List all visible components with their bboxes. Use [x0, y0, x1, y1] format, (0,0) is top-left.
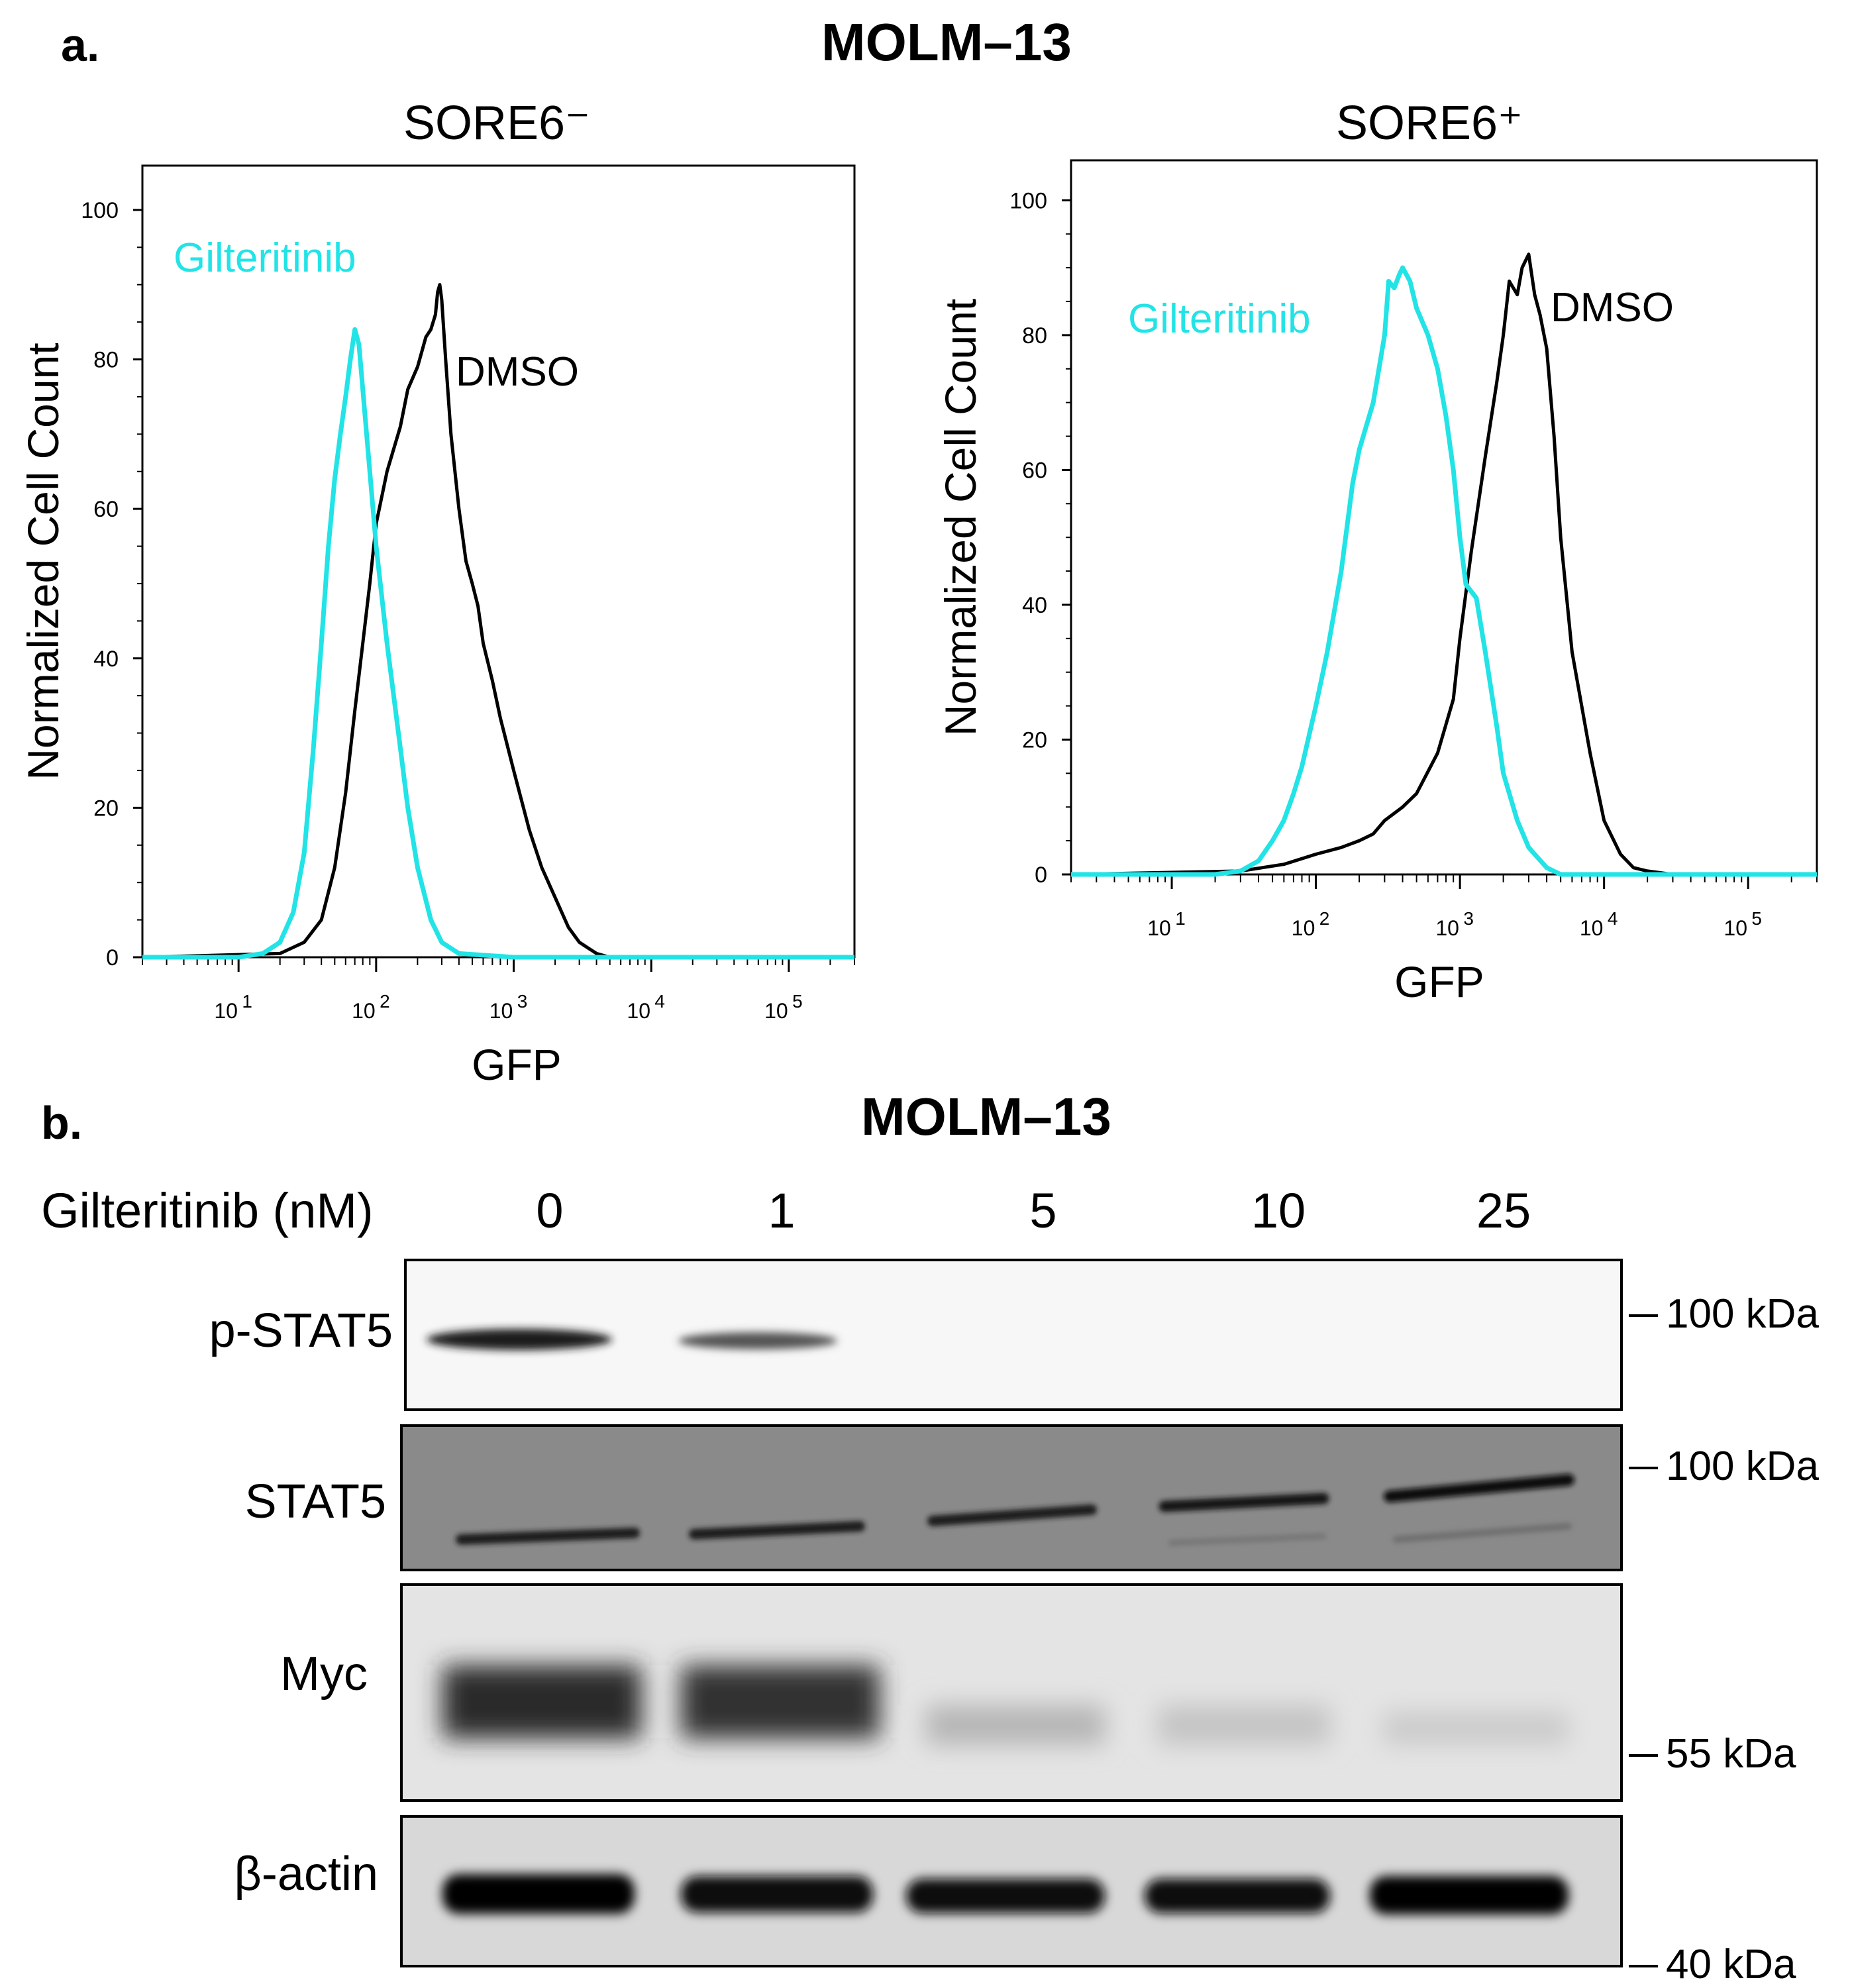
blot-myc-bands: [442, 1665, 1568, 1745]
band-actin-lane-3: [1145, 1879, 1330, 1913]
dose-label-2: 5: [1029, 1183, 1057, 1238]
band-stat5-lane-1: [689, 1521, 865, 1540]
x-tick-label: 10 4: [1580, 908, 1618, 940]
x-axis-label: GFP: [1394, 957, 1484, 1006]
series-label-dmso: DMSO: [456, 349, 579, 395]
x-tick-label: 10 4: [627, 991, 665, 1023]
y-tick-label: 40: [93, 647, 119, 672]
band-actin-lane-0: [442, 1874, 635, 1914]
y-tick-label: 0: [1035, 863, 1047, 888]
x-tick-label: 10 3: [489, 991, 528, 1023]
band-myc-lane-3: [1158, 1705, 1330, 1745]
band-p-stat5-lane-0: [427, 1329, 612, 1350]
marker-beta-actin: 40 kDa: [1628, 1942, 1796, 1987]
marker-stat5: 100 kDa: [1629, 1443, 1819, 1489]
blot-beta-actin-bands: [442, 1874, 1568, 1914]
y-tick-label: 80: [93, 348, 119, 373]
y-tick-label: 100: [81, 198, 119, 223]
band-stat5-lane-3-faint: [1168, 1533, 1327, 1546]
series-line-gilteritinib: [142, 327, 854, 960]
x-tick-label: 10 2: [352, 991, 390, 1023]
row-label-stat5: STAT5: [244, 1475, 386, 1528]
band-actin-lane-2: [906, 1879, 1105, 1913]
panel-b-letter: b.: [41, 1097, 83, 1149]
y-axis-label: Normalized Cell Count: [936, 299, 985, 736]
x-tick-label: 10 1: [1147, 908, 1186, 940]
band-actin-lane-4: [1370, 1876, 1568, 1914]
blot-p-stat5: [404, 1259, 1623, 1411]
dose-axis-label: Gilteritinib (nM): [41, 1183, 374, 1238]
x-tick-label: 10 2: [1292, 908, 1330, 940]
series-line-gilteritinib: [1071, 265, 1817, 877]
blot-stat5-bands: [456, 1474, 1574, 1546]
x-axis-label: GFP: [472, 1040, 562, 1089]
panel-b-title: MOLM–13: [861, 1087, 1111, 1146]
band-stat5-lane-2: [927, 1504, 1097, 1526]
row-label-p-stat5: p-STAT5: [209, 1304, 393, 1357]
band-myc-lane-2: [926, 1705, 1105, 1745]
y-tick-label: 40: [1022, 593, 1047, 618]
x-tick-label: 10 1: [214, 991, 252, 1023]
x-tick-label: 10 3: [1435, 908, 1474, 940]
y-tick-label: 60: [93, 497, 119, 522]
blot-beta-actin: [400, 1815, 1623, 1967]
x-tick-label: 10 5: [764, 991, 803, 1023]
dose-label-4: 25: [1476, 1183, 1531, 1238]
marker-p-stat5: 100 kDa: [1629, 1291, 1819, 1337]
band-stat5-lane-4-faint: [1393, 1523, 1572, 1543]
series-label-gilteritinib: Gilteritinib: [1128, 296, 1311, 342]
panel-a-title: MOLM–13: [821, 13, 1072, 72]
band-myc-lane-4: [1383, 1712, 1568, 1745]
plot-frame: [141, 164, 856, 959]
histogram-sore6-positive: SORE6⁺ 0 20 40 60 80 100 10 1 10 2 10 3 10 4 10 5 GF…: [936, 97, 1818, 1006]
histogram-sore6-negative: SORE6⁻ 0 20 40 60 80 100 10 1 10 2 10 3 10 4 10 5 GF…: [19, 97, 856, 1089]
blot-stat5: [400, 1424, 1623, 1571]
band-p-stat5-lane-1: [678, 1332, 837, 1349]
plot-frame: [1070, 159, 1818, 876]
band-stat5-lane-4: [1384, 1474, 1574, 1502]
band-actin-lane-1: [681, 1876, 873, 1912]
blot-p-stat5-bands: [427, 1329, 837, 1350]
y-tick-label: 20: [1022, 727, 1047, 753]
band-stat5-lane-0: [456, 1528, 640, 1545]
band-stat5-lane-3: [1158, 1492, 1329, 1512]
blot-myc: [400, 1583, 1623, 1802]
panel-a-letter: a.: [61, 19, 100, 71]
marker-myc: 55 kDa: [1628, 1731, 1796, 1777]
band-myc-lane-1: [681, 1665, 880, 1738]
dose-label-3: 10: [1251, 1183, 1306, 1238]
y-tick-label: 60: [1022, 458, 1047, 483]
series-label-gilteritinib: Gilteritinib: [174, 235, 356, 281]
row-label-beta-actin: β-actin: [234, 1848, 378, 1901]
plot-title: SORE6⁻: [403, 97, 590, 150]
band-myc-lane-0: [442, 1665, 641, 1738]
dose-label-1: 1: [768, 1183, 796, 1238]
series-label-dmso: DMSO: [1551, 285, 1674, 331]
row-label-myc: Myc: [280, 1648, 368, 1700]
x-tick-label: 10 5: [1723, 908, 1762, 940]
y-tick-label: 80: [1022, 323, 1047, 348]
series-line-dmso: [142, 283, 854, 959]
y-tick-label: 100: [1009, 188, 1047, 213]
y-axis-label: Normalized Cell Count: [19, 342, 68, 780]
y-tick-label: 20: [93, 796, 119, 821]
y-tick-label: 0: [106, 945, 119, 970]
series-line-dmso: [1070, 252, 1817, 876]
dose-label-0: 0: [536, 1183, 564, 1238]
plot-title: SORE6⁺: [1336, 97, 1523, 150]
